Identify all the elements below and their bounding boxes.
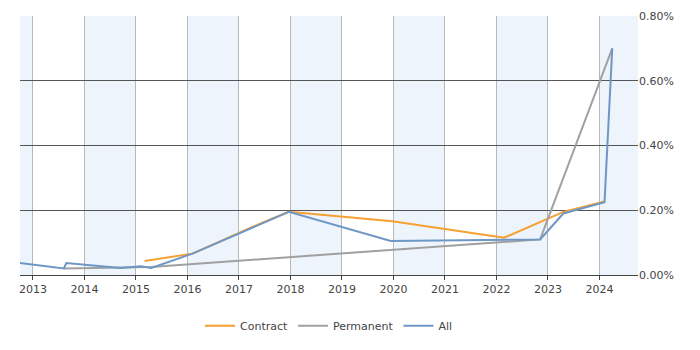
svg-text:0.20%: 0.20% [639, 204, 674, 217]
svg-text:0.80%: 0.80% [639, 10, 674, 23]
svg-text:2013: 2013 [19, 283, 47, 296]
svg-text:2018: 2018 [276, 283, 304, 296]
svg-text:0.40%: 0.40% [639, 139, 674, 152]
svg-text:2014: 2014 [70, 283, 98, 296]
svg-text:2021: 2021 [431, 283, 459, 296]
svg-text:2020: 2020 [379, 283, 407, 296]
svg-text:2022: 2022 [482, 283, 510, 296]
svg-text:All: All [439, 320, 453, 333]
svg-text:2024: 2024 [585, 283, 613, 296]
svg-text:0.00%: 0.00% [639, 269, 674, 282]
svg-text:2016: 2016 [173, 283, 201, 296]
svg-text:2015: 2015 [122, 283, 150, 296]
svg-text:2019: 2019 [328, 283, 356, 296]
svg-text:0.60%: 0.60% [639, 75, 674, 88]
svg-text:2017: 2017 [225, 283, 253, 296]
svg-text:Permanent: Permanent [333, 320, 394, 333]
svg-text:Contract: Contract [240, 320, 288, 333]
svg-text:2023: 2023 [534, 283, 562, 296]
